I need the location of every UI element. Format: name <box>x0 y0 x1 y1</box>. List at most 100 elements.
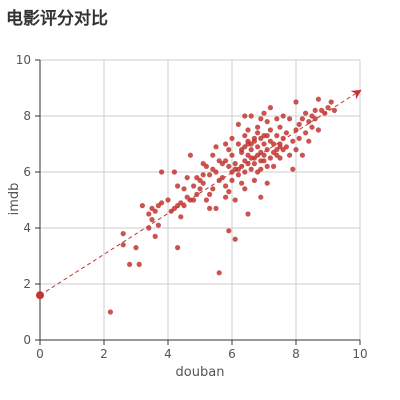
points-layer <box>36 96 337 315</box>
data-point <box>165 197 171 203</box>
data-point <box>219 175 225 181</box>
data-point <box>187 152 193 158</box>
data-point <box>248 113 254 119</box>
x-tick-label: 10 <box>352 347 367 361</box>
data-point <box>203 163 209 169</box>
data-point <box>283 130 289 136</box>
data-point <box>251 161 257 167</box>
data-point <box>235 172 241 178</box>
data-point <box>229 152 235 158</box>
data-point <box>287 116 293 122</box>
data-point <box>191 183 197 189</box>
y-axis-title: imdb <box>7 183 22 216</box>
data-point <box>178 214 184 220</box>
data-point <box>223 194 229 200</box>
data-point <box>251 135 257 141</box>
data-point <box>309 124 315 130</box>
data-point <box>226 147 232 153</box>
data-point <box>267 105 273 111</box>
data-point <box>171 169 177 175</box>
data-point <box>258 166 264 172</box>
data-point <box>255 152 261 158</box>
data-point <box>175 245 181 251</box>
data-point <box>232 197 238 203</box>
data-point <box>296 135 302 141</box>
y-tick-label: 4 <box>23 221 31 235</box>
data-point <box>264 163 270 169</box>
data-point <box>277 141 283 147</box>
data-point <box>136 261 142 267</box>
data-point <box>133 245 139 251</box>
data-point <box>264 147 270 153</box>
data-point <box>290 166 296 172</box>
data-point <box>207 205 213 211</box>
data-point <box>303 110 309 116</box>
y-tick-label: 8 <box>23 109 31 123</box>
data-point <box>207 191 213 197</box>
data-point <box>213 144 219 150</box>
data-point <box>258 116 264 122</box>
x-tick-label: 0 <box>36 347 44 361</box>
data-point <box>293 147 299 153</box>
data-point <box>274 152 280 158</box>
data-point <box>248 147 254 153</box>
data-point <box>239 180 245 186</box>
trendline-arrow <box>39 89 362 296</box>
x-tick-label: 2 <box>100 347 108 361</box>
data-point <box>303 130 309 136</box>
data-point <box>267 127 273 133</box>
data-point <box>242 133 248 139</box>
y-tick-label: 10 <box>16 53 31 67</box>
x-tick-label: 8 <box>292 347 300 361</box>
data-point <box>306 138 312 144</box>
data-point <box>261 158 267 164</box>
y-tick-label: 2 <box>23 277 31 291</box>
data-point <box>194 191 200 197</box>
data-point <box>232 236 238 242</box>
data-point <box>242 144 248 150</box>
data-point <box>274 133 280 139</box>
data-point <box>315 127 321 133</box>
data-point <box>242 186 248 192</box>
data-point <box>213 169 219 175</box>
data-point <box>306 119 312 125</box>
data-point <box>191 197 197 203</box>
data-point <box>216 158 222 164</box>
data-point <box>328 99 334 105</box>
data-point <box>255 124 261 130</box>
data-point <box>280 135 286 141</box>
data-point <box>255 144 261 150</box>
data-point <box>127 261 133 267</box>
data-point <box>264 119 270 125</box>
data-point <box>200 172 206 178</box>
data-point <box>245 138 251 144</box>
data-point <box>232 161 238 167</box>
data-point <box>120 242 126 248</box>
data-point <box>248 166 254 172</box>
data-point <box>312 107 318 113</box>
data-point <box>146 225 152 231</box>
data-point <box>152 233 158 239</box>
data-point <box>229 169 235 175</box>
data-point <box>181 186 187 192</box>
data-point <box>235 141 241 147</box>
data-point <box>210 186 216 192</box>
data-point <box>290 138 296 144</box>
data-point <box>261 110 267 116</box>
data-point <box>223 141 229 147</box>
x-tick-label: 4 <box>164 347 172 361</box>
data-point <box>175 183 181 189</box>
data-point <box>296 121 302 127</box>
data-point <box>267 155 273 161</box>
data-point <box>242 113 248 119</box>
data-point <box>107 309 113 315</box>
grid <box>40 59 361 340</box>
data-point <box>261 141 267 147</box>
data-point <box>271 163 277 169</box>
data-point <box>312 116 318 122</box>
data-point <box>159 169 165 175</box>
data-point <box>155 222 161 228</box>
data-point <box>267 138 273 144</box>
data-point <box>223 183 229 189</box>
y-tick-label: 6 <box>23 165 31 179</box>
